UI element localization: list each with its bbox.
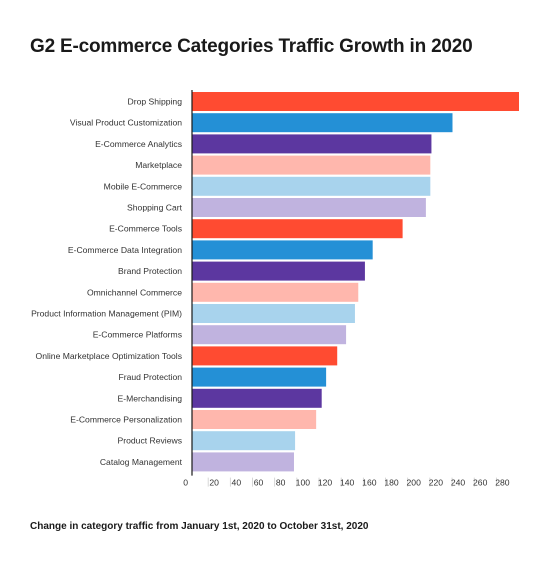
x-tick-label: 120	[318, 478, 333, 488]
x-tick-label: 240	[451, 478, 466, 488]
x-tick-label: 200	[407, 478, 422, 488]
category-label: Online Marketplace Optimization Tools	[36, 351, 182, 361]
category-label: E-Commerce Platforms	[93, 330, 182, 340]
bar-e-merchandising	[192, 388, 322, 408]
bar-online-marketplace-optimization-tools	[192, 346, 338, 366]
category-label: Product Reviews	[118, 436, 182, 446]
x-tick-label: 40	[232, 478, 242, 488]
x-tick-label: 160	[362, 478, 377, 488]
x-tick-label: 280	[495, 478, 510, 488]
bar-product-reviews	[192, 431, 296, 451]
x-tick-label: 60	[254, 478, 264, 488]
category-label: Mobile E-Commerce	[104, 181, 183, 191]
x-tick-label: 0	[183, 478, 188, 488]
category-label: E-Commerce Analytics	[95, 139, 182, 149]
x-tick-label: 20	[209, 478, 219, 488]
bar-e-commerce-platforms	[192, 325, 347, 345]
bar-drop-shipping	[192, 92, 519, 111]
chart-title: G2 E-commerce Categories Traffic Growth …	[30, 36, 473, 57]
bar-visual-product-customization	[192, 113, 453, 133]
x-tick-label: 180	[384, 478, 399, 488]
category-label: E-Commerce Personalization	[70, 415, 182, 425]
category-label: Omnichannel Commerce	[87, 287, 182, 297]
bar-shopping-cart	[192, 198, 426, 217]
bar-fraud-protection	[192, 367, 327, 387]
bar-omnichannel-commerce	[192, 282, 359, 302]
bar-product-information-management-pim	[192, 304, 355, 323]
x-tick-label: 140	[340, 478, 355, 488]
category-label: Visual Product Customization	[70, 118, 182, 128]
bar-catalog-management	[192, 452, 294, 472]
category-label: Brand Protection	[118, 266, 182, 276]
category-label: Shopping Cart	[127, 203, 183, 213]
x-tick-label: 260	[473, 478, 488, 488]
category-label: Fraud Protection	[118, 372, 182, 382]
x-tick-label: 80	[276, 478, 286, 488]
category-label: Product Information Management (PIM)	[31, 309, 182, 319]
bar-marketplace	[192, 155, 431, 175]
x-tick-label: 220	[429, 478, 444, 488]
x-axis-ticks: 0 20 40 60 80 100 120 140 160 180 200 220 240 260 280	[183, 477, 510, 488]
bar-e-commerce-personalization	[192, 410, 317, 429]
category-label: E-Commerce Data Integration	[68, 245, 182, 255]
category-labels: Drop Shipping Visual Product Customizatio…	[31, 97, 183, 467]
bar-brand-protection	[192, 261, 365, 281]
category-label: Marketplace	[135, 160, 182, 170]
bar-e-commerce-tools	[192, 219, 403, 239]
bar-e-commerce-data-integration	[192, 240, 373, 260]
x-tick-label: 100	[296, 478, 311, 488]
category-label: E-Merchandising	[118, 393, 183, 403]
category-label: Drop Shipping	[128, 97, 183, 107]
bars-layer	[192, 92, 519, 472]
chart-caption: Change in category traffic from January …	[30, 521, 369, 532]
bar-e-commerce-analytics	[192, 134, 432, 154]
bar-mobile-e-commerce	[192, 176, 431, 196]
category-label: E-Commerce Tools	[109, 224, 182, 234]
category-label: Catalog Management	[100, 457, 183, 467]
